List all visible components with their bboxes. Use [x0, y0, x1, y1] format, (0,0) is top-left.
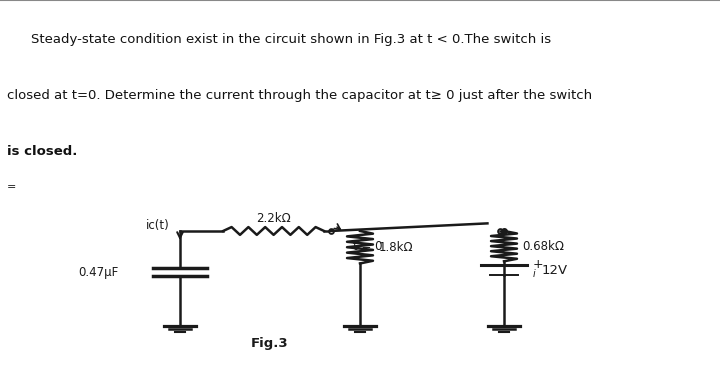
- Text: 1.8kΩ: 1.8kΩ: [379, 241, 413, 254]
- Text: Fig.3: Fig.3: [251, 337, 289, 350]
- Text: i: i: [533, 269, 536, 279]
- Text: 0.68kΩ: 0.68kΩ: [523, 240, 564, 253]
- Text: 0.47μF: 0.47μF: [78, 265, 119, 279]
- Text: is closed.: is closed.: [7, 145, 78, 158]
- Text: Steady-state condition exist in the circuit shown in Fig.3 at t < 0.The switch i: Steady-state condition exist in the circ…: [14, 33, 552, 46]
- Text: closed at t=0. Determine the current through the capacitor at t≥ 0 just after th: closed at t=0. Determine the current thr…: [7, 89, 593, 102]
- Text: 2.2kΩ: 2.2kΩ: [256, 212, 291, 225]
- Text: t = 0: t = 0: [353, 240, 382, 253]
- Text: =: =: [7, 182, 17, 192]
- Text: ic(t): ic(t): [145, 219, 169, 232]
- Text: +: +: [533, 258, 544, 271]
- Text: 12V: 12V: [541, 264, 567, 277]
